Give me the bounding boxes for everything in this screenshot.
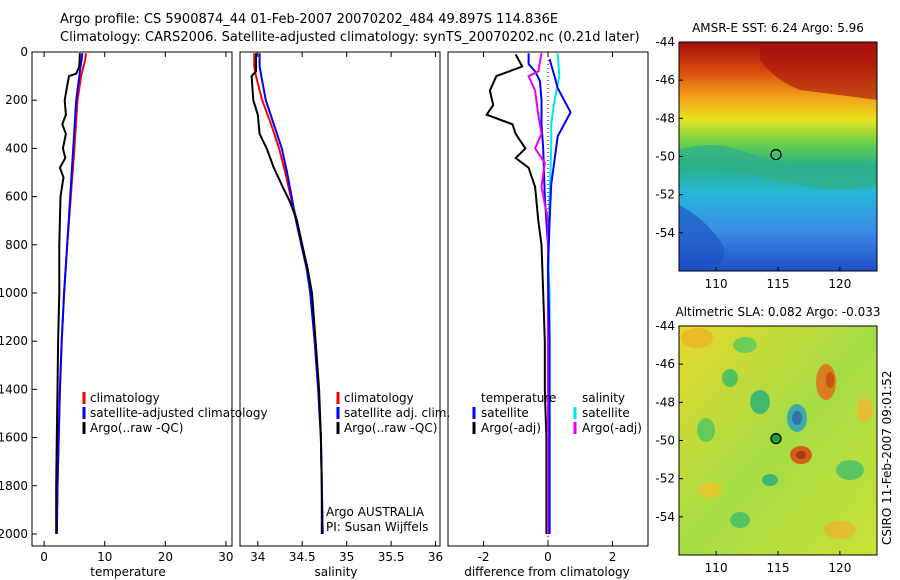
series-line	[485, 53, 548, 534]
map-y-tick-label: -52	[655, 472, 675, 486]
difference-xlabel: difference from climatology	[464, 565, 630, 579]
y-tick-label: 200	[5, 93, 28, 107]
legend-salinity-heading: salinity	[582, 391, 625, 405]
y-tick-label: 2000	[0, 527, 28, 541]
map-y-tick-label: -54	[655, 226, 675, 240]
x-tick-label: 34.5	[289, 550, 316, 564]
legend-climatology-label: climatology	[90, 391, 160, 405]
map-x-tick-label: 120	[828, 277, 851, 291]
sla-map: Altimetric SLA: 0.082 Argo: -0.033	[655, 305, 880, 575]
legend-climatology-label: climatology	[344, 391, 414, 405]
x-tick-label: 36	[428, 550, 443, 564]
salinity-legend: climatology satellite adj. clim. Argo(..…	[336, 391, 450, 435]
sla-map-title: Altimetric SLA: 0.082 Argo: -0.033	[675, 305, 880, 319]
salinity-xlabel: salinity	[314, 565, 357, 579]
y-tick-label: 0	[20, 45, 28, 59]
series-line	[258, 53, 324, 535]
difference-panel: -2 0 2 difference from climatology tempera…	[447, 51, 649, 579]
side-timestamp: CSIRO 11-Feb-2007 09:01:52	[880, 370, 894, 545]
difference-legend: temperature satellite Argo(-adj) salinit…	[472, 391, 642, 435]
pi-annotation: PI: Susan Wijffels	[326, 520, 428, 534]
map-x-tick-label: 120	[828, 561, 851, 575]
map-y-tick-label: -54	[655, 510, 675, 524]
legend-argo-label: Argo(..raw -QC)	[344, 421, 437, 435]
legend-satellite-label: satellite-adjusted climatology	[90, 406, 268, 420]
x-tick-label: 35	[339, 550, 354, 564]
sst-warm-patch	[760, 42, 877, 100]
sst-map-title: AMSR-E SST: 6.24 Argo: 5.96	[692, 21, 864, 35]
argo-australia-annotation: Argo AUSTRALIA	[326, 505, 425, 519]
x-tick-label: 0	[544, 550, 552, 564]
map-y-tick-label: -44	[655, 35, 675, 49]
figure-title-line1: Argo profile: CS 5900874_44 01-Feb-2007 …	[60, 12, 558, 27]
y-tick-label: 1600	[0, 431, 28, 445]
legend-satellite-label: satellite adj. clim.	[344, 406, 450, 420]
series-line	[527, 53, 549, 534]
temperature-panel: 0 10 20 30 0 200 400 600 800 1000 1200 1400 1600 1800…	[0, 45, 268, 579]
map-x-tick-label: 115	[767, 561, 790, 575]
y-tick-label: 600	[5, 190, 28, 204]
series-line	[546, 58, 572, 534]
map-y-tick-label: -52	[655, 188, 675, 202]
x-tick-label: 10	[97, 550, 112, 564]
y-tick-label: 400	[5, 141, 28, 155]
legend-temp-satellite-label: satellite	[481, 406, 529, 420]
x-tick-label: 2	[609, 550, 617, 564]
map-y-tick-label: -50	[655, 150, 675, 164]
y-tick-label: 1800	[0, 479, 28, 493]
series-line	[250, 53, 323, 534]
map-y-tick-label: -48	[655, 111, 675, 125]
y-tick-label: 1200	[0, 334, 28, 348]
series-line	[527, 53, 549, 534]
figure-title-line2: Climatology: CARS2006. Satellite-adjuste…	[60, 30, 640, 45]
sst-cold-patch	[679, 205, 725, 271]
x-tick-label: 34	[250, 550, 265, 564]
salinity-panel: 34 34.5 35 35.5 36 salinity climatology sate…	[239, 51, 450, 579]
y-tick-label: 1400	[0, 382, 28, 396]
map-x-tick-label: 115	[767, 277, 790, 291]
map-y-tick-label: -50	[655, 434, 675, 448]
map-y-tick-label: -46	[655, 357, 675, 371]
argo-location-marker	[770, 433, 782, 445]
legend-sal-satellite-label: satellite	[582, 406, 630, 420]
sla-eddies	[681, 328, 873, 539]
legend-temperature-heading: temperature	[481, 391, 556, 405]
x-tick-label: -2	[477, 550, 489, 564]
y-tick-label: 1000	[0, 286, 28, 300]
series-line	[55, 53, 84, 535]
series-line	[55, 53, 81, 534]
x-tick-label: 0	[40, 550, 48, 564]
temperature-legend: climatology satellite-adjusted climatolo…	[82, 391, 268, 435]
temperature-axes-box	[31, 51, 233, 547]
map-y-tick-label: -44	[655, 319, 675, 333]
map-y-tick-label: -46	[655, 73, 675, 87]
sst-map: AMSR-E SST: 6.24 Argo: 5.96 110 115 120 -44…	[655, 21, 878, 291]
series-line	[55, 53, 87, 535]
map-x-tick-label: 110	[705, 561, 728, 575]
legend-argo-label: Argo(..raw -QC)	[90, 421, 183, 435]
legend-sal-argo-label: Argo(-adj)	[582, 421, 642, 435]
x-tick-label: 35.5	[378, 550, 405, 564]
argo-location-marker	[770, 149, 782, 161]
x-tick-label: 20	[158, 550, 173, 564]
temperature-xlabel: temperature	[90, 565, 165, 579]
salinity-axes-box	[239, 51, 441, 547]
y-tick-label: 800	[5, 238, 28, 252]
map-x-tick-label: 110	[705, 277, 728, 291]
sst-front-band	[679, 145, 877, 190]
map-y-tick-label: -48	[655, 395, 675, 409]
x-tick-label: 30	[218, 550, 233, 564]
legend-temp-argo-label: Argo(-adj)	[481, 421, 541, 435]
